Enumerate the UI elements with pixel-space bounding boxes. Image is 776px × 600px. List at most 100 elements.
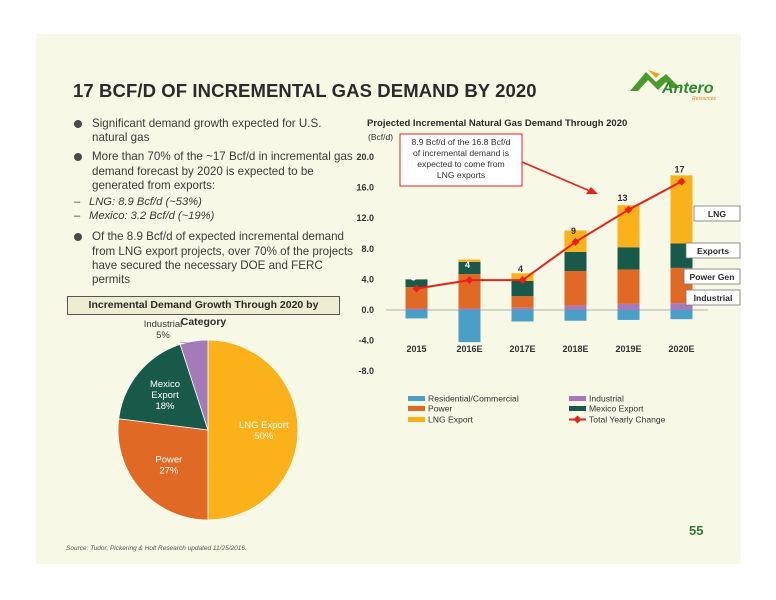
bar-segment-industrial <box>405 308 428 310</box>
chart-title: Projected Incremental Natural Gas Demand… <box>367 118 627 129</box>
legend-swatch <box>408 417 425 422</box>
legend-line-marker <box>573 415 582 424</box>
source-note: Source: Tudor, Pickering & Holt Research… <box>66 545 247 552</box>
pie-leader-line <box>179 341 195 345</box>
annotation-text: 8.9 Bcf/d of the 16.8 Bcf/d of incrementa… <box>412 137 511 180</box>
bullet-list: Significant demand growth expected for U… <box>68 117 353 292</box>
annotation-arrow-line <box>521 161 591 192</box>
bar-segment-power <box>617 269 640 304</box>
bar-segment-residential-commercial <box>670 310 693 320</box>
bullet-dot <box>74 153 82 162</box>
pie-slice-mexico-export <box>118 343 209 431</box>
bar-segment-lng-export <box>458 259 481 262</box>
bar-segment-power <box>458 274 481 309</box>
bullet-text: More than 70% of the ~17 Bcf/d in increm… <box>92 150 353 192</box>
legend-label: Power <box>428 404 452 414</box>
dash-glyph: – <box>74 196 81 209</box>
bar-segment-residential-commercial <box>405 310 428 319</box>
total-change-marker <box>677 177 686 186</box>
bar-segment-mexico-export <box>458 261 481 275</box>
legend-swatch <box>408 406 425 411</box>
y-tick-label: 16.0 <box>356 183 374 193</box>
annotation-line: 8.9 Bcf/d of the 16.8 Bcf/d <box>412 137 511 147</box>
bar-segment-mexico-export <box>511 280 534 297</box>
pie-label-pct: 50% <box>254 431 274 442</box>
page-title: 17 BCF/D OF INCREMENTAL GAS DEMAND BY 20… <box>73 80 537 101</box>
bullet-item: More than 70% of the ~17 Bcf/d in increm… <box>68 150 353 193</box>
bullet-dot <box>74 233 82 242</box>
legend-label: Residential/Commercial <box>428 394 519 404</box>
annotation-line: LNG exports <box>437 170 485 180</box>
annotation-box <box>399 133 523 187</box>
x-tick-label: 2018E <box>562 344 588 354</box>
y-tick-label: 8.0 <box>361 244 374 254</box>
x-tick-label: 2020E <box>668 344 694 354</box>
antero-logo: Antero Resources <box>630 70 716 102</box>
legend-label: Mexico Export <box>589 404 644 414</box>
pie-chart-header: Incremental Demand Growth Through 2020 b… <box>67 296 340 328</box>
legend-swatch <box>569 406 586 411</box>
total-value-label: 13 <box>617 193 627 203</box>
y-tick-label: 4.0 <box>361 274 374 284</box>
total-value-label: 4 <box>518 264 523 274</box>
legend-swatch <box>569 396 586 401</box>
legend-label: Total Yearly Change <box>589 415 666 425</box>
pie-label-name: Mexico <box>150 379 180 390</box>
category-callout-box <box>683 268 741 285</box>
bar-segment-residential-commercial <box>564 310 587 321</box>
total-change-marker <box>624 205 633 214</box>
y-tick-label: 0.0 <box>361 305 374 315</box>
bar-segment-mexico-export <box>405 279 428 288</box>
bullet-text: Of the 8.9 Bcf/d of expected incremental… <box>92 230 353 287</box>
pie-slice-lng-export <box>207 339 299 521</box>
total-value-label: 3 <box>411 273 416 283</box>
total-change-marker <box>518 276 527 285</box>
dash-glyph: – <box>74 210 81 223</box>
bar-segment-residential-commercial <box>511 310 534 322</box>
bar-segment-mexico-export <box>564 251 587 271</box>
total-value-label: 9 <box>571 226 576 236</box>
bar-segment-lng-export <box>670 175 693 244</box>
total-change-marker <box>571 237 580 246</box>
category-callout-box <box>693 205 741 222</box>
bar-segment-lng-export <box>617 205 640 248</box>
legend-label: Industrial <box>589 394 624 404</box>
x-tick-label: 2016E <box>456 344 482 354</box>
annotation-line: of incremental demand is <box>413 148 509 158</box>
pie-label-pct: 27% <box>159 466 179 477</box>
bar-segment-residential-commercial <box>458 310 481 343</box>
total-value-label: 4 <box>465 260 470 270</box>
y-tick-label: 12.0 <box>356 213 374 223</box>
category-callout-label: Industrial <box>694 293 733 303</box>
category-callout-box <box>685 242 741 259</box>
pie-label-name: LNG Export <box>239 420 289 431</box>
bar-segment-mexico-export <box>617 247 640 270</box>
pie-label-pct: 18% <box>155 401 175 412</box>
logo-subtitle: Resources <box>692 96 716 102</box>
sub-bullet-item: – LNG: 8.9 Bcf/d (~53%) <box>68 195 353 209</box>
total-value-label: 17 <box>674 164 684 174</box>
pie-label-name: Industrial <box>144 319 183 330</box>
x-tick-label: 2019E <box>615 344 641 354</box>
annotation-arrowhead <box>586 187 598 194</box>
bullet-text: Significant demand growth expected for U… <box>92 117 322 145</box>
x-tick-label: 2017E <box>509 344 535 354</box>
page-number: 55 <box>689 523 704 538</box>
sub-bullet-text: LNG: 8.9 Bcf/d (~53%) <box>89 196 202 209</box>
category-callout-label: LNG <box>708 209 726 219</box>
legend-swatch <box>408 396 425 401</box>
annotation-line: expected to come from <box>417 159 504 169</box>
bar-segment-industrial <box>511 307 534 310</box>
total-change-marker <box>465 276 474 285</box>
bar-segment-residential-commercial <box>617 310 640 320</box>
logo-mountain-green <box>630 72 680 91</box>
pie-label-name: Power <box>155 455 182 466</box>
bar-segment-power <box>405 287 428 309</box>
x-tick-label: 2015 <box>406 344 426 354</box>
pie-slice-power <box>117 418 209 521</box>
total-change-marker <box>412 284 421 293</box>
stacked-bar-chart: Projected Incremental Natural Gas Demand… <box>356 118 741 425</box>
y-axis-unit-label: (Bcf/d) <box>368 132 393 142</box>
y-tick-label: -4.0 <box>358 336 374 346</box>
